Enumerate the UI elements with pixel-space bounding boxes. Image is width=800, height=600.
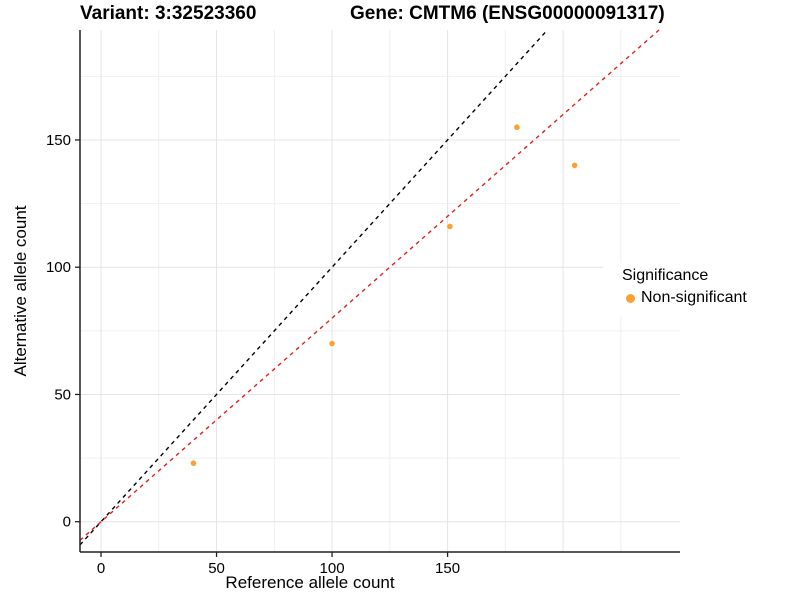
x-tick-label: 150 (435, 560, 460, 577)
x-tick-label: 50 (208, 560, 225, 577)
plot-title-variant: Variant: 3:32523360 (80, 3, 257, 24)
x-tick-label: 0 (97, 560, 105, 577)
legend-point-icon (626, 293, 635, 303)
data-point (571, 162, 578, 169)
y-tick-label: 0 (63, 514, 71, 531)
identity-line (79, 29, 548, 546)
y-tick-label: 150 (46, 132, 71, 149)
plot-title-gene: Gene: CMTM6 (ENSG00000091317) (350, 3, 665, 24)
data-point (514, 124, 520, 131)
legend: Significance Non-significant (603, 263, 793, 317)
y-axis-title: Alternative allele count (11, 205, 30, 377)
data-point (190, 460, 197, 466)
y-tick-label: 100 (46, 259, 71, 276)
x-axis-title: Reference allele count (225, 573, 395, 592)
legend-title: Significance (622, 267, 709, 284)
data-point (447, 223, 453, 230)
legend-item-label: Non-significant (641, 289, 747, 306)
y-tick-label: 50 (54, 386, 71, 403)
data-point (329, 340, 335, 347)
legend-item-non-significant: Non-significant (626, 288, 793, 308)
x-tick-label: 100 (320, 560, 345, 577)
fit-line (79, 29, 660, 541)
